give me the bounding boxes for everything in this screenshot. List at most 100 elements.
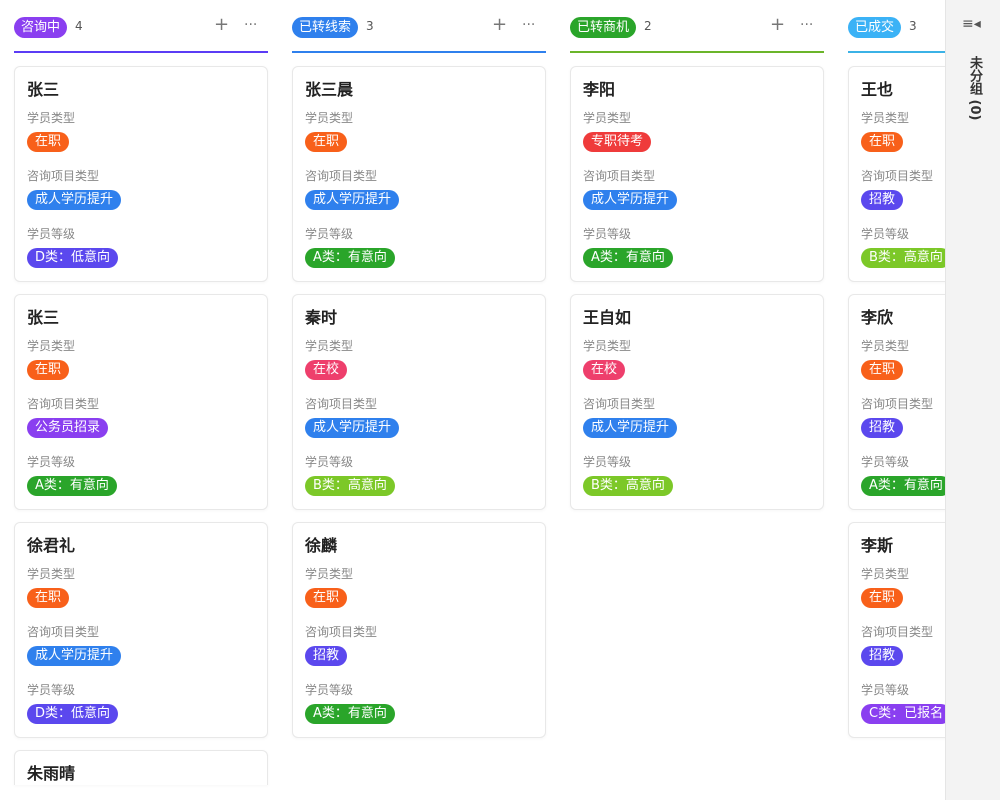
add-card-icon[interactable]: + <box>770 14 786 35</box>
kanban-column: 已转线索 3 + ··· 张三晨 学员类型 在职 咨询项目类型 成人学历提升 学员等级 A类：有意向… <box>292 0 546 750</box>
column-count: 4 <box>75 19 83 33</box>
student-card[interactable]: 李斯 学员类型 在职 咨询项目类型 招教 学员等级 C类：已报名 <box>848 522 945 738</box>
project-type-tag: 成人学历提升 <box>27 646 122 666</box>
student-card[interactable]: 张三 学员类型 在职 咨询项目类型 成人学历提升 学员等级 D类：低意向 <box>14 66 268 282</box>
student-level-tag: A类：有意向 <box>583 248 673 268</box>
student-card[interactable]: 王也 学员类型 在职 咨询项目类型 招教 学员等级 B类：高意向 <box>848 66 945 282</box>
student-name: 王也 <box>861 80 894 99</box>
student-type-tag: 在职 <box>305 588 348 608</box>
student-level-label: 学员等级 <box>861 455 910 469</box>
student-type-tag: 在职 <box>27 588 70 608</box>
student-card[interactable]: 徐麟 学员类型 在职 咨询项目类型 招教 学员等级 A类：有意向 <box>292 522 546 738</box>
student-card[interactable]: 徐君礼 学员类型 在职 咨询项目类型 成人学历提升 学员等级 D类：低意向 <box>14 522 268 738</box>
student-name: 徐君礼 <box>27 536 76 555</box>
column-count: 2 <box>644 19 652 33</box>
column-header: 咨询中 4 + ··· <box>14 0 268 53</box>
student-level-label: 学员等级 <box>27 683 76 697</box>
student-name: 朱雨晴 <box>27 764 76 783</box>
student-type-label: 学员类型 <box>27 567 76 581</box>
project-type-tag: 成人学历提升 <box>583 190 678 210</box>
student-name: 张三晨 <box>305 80 354 99</box>
student-level-label: 学员等级 <box>27 227 76 241</box>
student-type-tag: 在职 <box>305 132 348 152</box>
project-type-tag: 招教 <box>861 418 904 438</box>
ungrouped-title: 未分组 (0) <box>967 56 982 121</box>
student-level-label: 学员等级 <box>583 227 632 241</box>
project-type-tag: 成人学历提升 <box>305 190 400 210</box>
column-status-badge: 咨询中 <box>14 17 68 38</box>
student-card[interactable]: 王自如 学员类型 在校 咨询项目类型 成人学历提升 学员等级 B类：高意向 <box>570 294 824 510</box>
student-level-tag: B类：高意向 <box>583 476 673 496</box>
project-type-label: 咨询项目类型 <box>861 169 934 183</box>
student-level-label: 学员等级 <box>27 455 76 469</box>
card-list: 张三晨 学员类型 在职 咨询项目类型 成人学历提升 学员等级 A类：有意向 秦时 学员类型 在校咨… <box>292 53 546 738</box>
project-type-tag: 招教 <box>861 646 904 666</box>
student-card[interactable]: 张三晨 学员类型 在职 咨询项目类型 成人学历提升 学员等级 A类：有意向 <box>292 66 546 282</box>
more-options-icon[interactable]: ··· <box>800 17 814 33</box>
student-type-label: 学员类型 <box>305 339 354 353</box>
column-header: 已成交 3 <box>848 0 945 53</box>
student-level-tag: A类：有意向 <box>305 248 395 268</box>
student-name: 徐麟 <box>305 536 338 555</box>
student-type-label: 学员类型 <box>583 111 632 125</box>
student-type-tag: 在职 <box>861 360 904 380</box>
more-options-icon[interactable]: ··· <box>244 17 258 33</box>
project-type-label: 咨询项目类型 <box>861 397 934 411</box>
student-level-label: 学员等级 <box>305 455 354 469</box>
project-type-label: 咨询项目类型 <box>305 625 378 639</box>
column-count: 3 <box>366 19 374 33</box>
column-header: 已转线索 3 + ··· <box>292 0 546 53</box>
card-list: 张三 学员类型 在职 咨询项目类型 成人学历提升 学员等级 D类：低意向 张三 学员类型 在职 咨询… <box>14 53 268 785</box>
student-level-tag: A类：有意向 <box>305 704 395 724</box>
column-status-badge: 已成交 <box>848 17 902 38</box>
column-header: 已转商机 2 + ··· <box>570 0 824 53</box>
student-card[interactable]: 李欣 学员类型 在职 咨询项目类型 招教 学员等级 A类：有意向 <box>848 294 945 510</box>
project-type-label: 咨询项目类型 <box>583 397 656 411</box>
student-card[interactable]: 李阳 学员类型 专职待考 咨询项目类型 成人学历提升 学员等级 A类：有意向 <box>570 66 824 282</box>
student-type-tag: 在校 <box>305 360 348 380</box>
student-name: 王自如 <box>583 308 632 327</box>
student-card[interactable]: 朱雨晴 <box>14 750 268 785</box>
student-name: 秦时 <box>305 308 338 327</box>
column-status-badge: 已转商机 <box>570 17 637 38</box>
student-type-tag: 在职 <box>861 588 904 608</box>
student-level-label: 学员等级 <box>305 683 354 697</box>
student-type-label: 学员类型 <box>861 111 910 125</box>
project-type-tag: 成人学历提升 <box>27 190 122 210</box>
column-status-badge: 已转线索 <box>292 17 359 38</box>
project-type-label: 咨询项目类型 <box>27 169 100 183</box>
column-count: 3 <box>909 19 917 33</box>
student-level-label: 学员等级 <box>305 227 354 241</box>
student-type-label: 学员类型 <box>27 111 76 125</box>
student-type-label: 学员类型 <box>861 567 910 581</box>
student-card[interactable]: 张三 学员类型 在职 咨询项目类型 公务员招录 学员等级 A类：有意向 <box>14 294 268 510</box>
add-card-icon[interactable]: + <box>492 14 508 35</box>
student-level-tag: D类：低意向 <box>27 248 119 268</box>
card-list: 李阳 学员类型 专职待考 咨询项目类型 成人学历提升 学员等级 A类：有意向 王自如 学员类型在… <box>570 53 824 510</box>
ungrouped-panel[interactable]: ≡◂ 未分组 (0) <box>945 0 1000 800</box>
student-type-label: 学员类型 <box>861 339 910 353</box>
student-level-label: 学员等级 <box>861 683 910 697</box>
kanban-column: 已转商机 2 + ··· 李阳 学员类型 专职待考 咨询项目类型 成人学历提升 学员等级 A类：有意… <box>570 0 824 522</box>
project-type-tag: 成人学历提升 <box>583 418 678 438</box>
add-card-icon[interactable]: + <box>214 14 230 35</box>
student-type-label: 学员类型 <box>305 111 354 125</box>
card-list: 王也 学员类型 在职 咨询项目类型 招教 学员等级 B类：高意向 李欣 学员类型 在职 咨询项目类型… <box>848 53 945 738</box>
collapse-list-icon[interactable]: ≡◂ <box>962 16 981 32</box>
project-type-tag: 成人学历提升 <box>305 418 400 438</box>
student-level-tag: B类：高意向 <box>305 476 395 496</box>
more-options-icon[interactable]: ··· <box>522 17 536 33</box>
student-level-tag: D类：低意向 <box>27 704 119 724</box>
project-type-label: 咨询项目类型 <box>305 397 378 411</box>
student-name: 李阳 <box>583 80 616 99</box>
kanban-column: 咨询中 4 + ··· 张三 学员类型 在职 咨询项目类型 成人学历提升 学员等级 D类：低意向 张三… <box>14 0 268 785</box>
student-level-tag: A类：有意向 <box>861 476 945 496</box>
student-level-label: 学员等级 <box>861 227 910 241</box>
student-type-tag: 在职 <box>27 360 70 380</box>
student-type-label: 学员类型 <box>27 339 76 353</box>
student-type-tag: 专职待考 <box>583 132 652 152</box>
student-level-tag: A类：有意向 <box>27 476 117 496</box>
student-type-tag: 在职 <box>27 132 70 152</box>
student-type-tag: 在职 <box>861 132 904 152</box>
student-card[interactable]: 秦时学员类型在校咨询项目类型成人学历提升学员等级 B类：高意向 <box>292 294 546 510</box>
